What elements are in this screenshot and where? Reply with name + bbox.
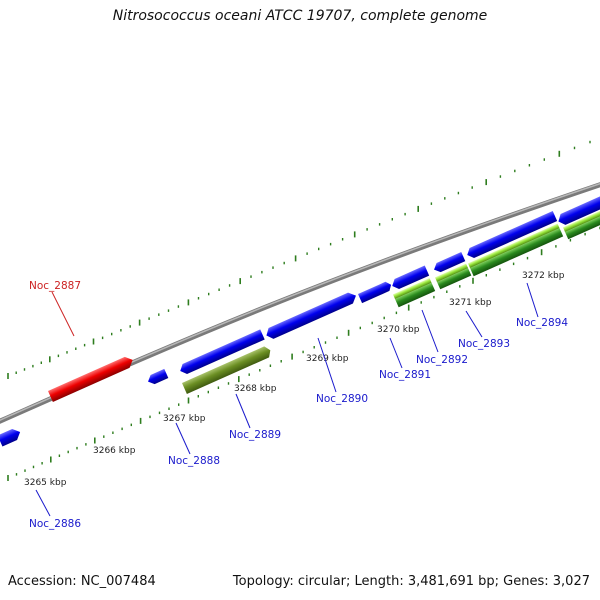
gene-Noc_2886 [0,429,21,447]
inner-tick-row [7,226,600,481]
gene-green-b [434,263,472,290]
gene-Noc_2892 [392,265,430,290]
kbp-label: 3268 kbp [234,384,277,394]
gene-blue-right [558,191,600,225]
gene-label: Noc_2892 [416,354,468,366]
kbp-label: 3265 kbp [24,478,67,488]
gene-label: Noc_2890 [316,393,368,405]
kbp-label: 3272 kbp [522,271,565,281]
gene-label: Noc_2888 [168,455,220,467]
outer-tick-row [7,140,591,379]
gene-Noc_2887 [48,356,133,402]
kbp-label: 3270 kbp [377,325,420,335]
gene-label: Noc_2893 [458,338,510,350]
gene-green-c [467,223,564,277]
gene-Noc_2890 [266,292,356,339]
kbp-label: 3267 kbp [163,414,206,424]
gene-Noc_2893 [434,251,466,273]
kbp-label: 3271 kbp [449,298,492,308]
gene-label: Noc_2887 [29,280,81,292]
gene-Noc_2889 [182,346,271,394]
gene-label: Noc_2886 [29,518,81,530]
gene-label: Noc_2889 [229,429,281,441]
gene-label: Noc_2891 [379,369,431,381]
genes-track [0,191,600,447]
genome-summary-text: Topology: circular; Length: 3,481,691 bp… [232,574,590,589]
genome-title: Nitrosococcus oceani ATCC 19707, complet… [112,8,488,24]
gene-label-leaders [35,282,539,517]
gene-lime-right [562,207,600,240]
gene-Noc_2894 [467,210,558,259]
kbp-ruler: 3265 kbp 3266 kbp 3267 kbp 3268 kbp 3269… [24,271,565,488]
gene-green-a [392,278,436,308]
gene-label: Noc_2894 [516,317,568,329]
gene-Noc_2888 [180,329,265,375]
accession-text: Accession: NC_007484 [8,574,156,589]
kbp-label: 3269 kbp [306,354,349,364]
kbp-label: 3266 kbp [93,446,136,456]
genome-backbone [0,182,600,424]
gene-small-blue [148,368,169,385]
gene-Noc_2891 [358,281,392,304]
gene-labels: Noc_2886 Noc_2887 Noc_2888 Noc_2889 Noc_… [29,280,568,530]
